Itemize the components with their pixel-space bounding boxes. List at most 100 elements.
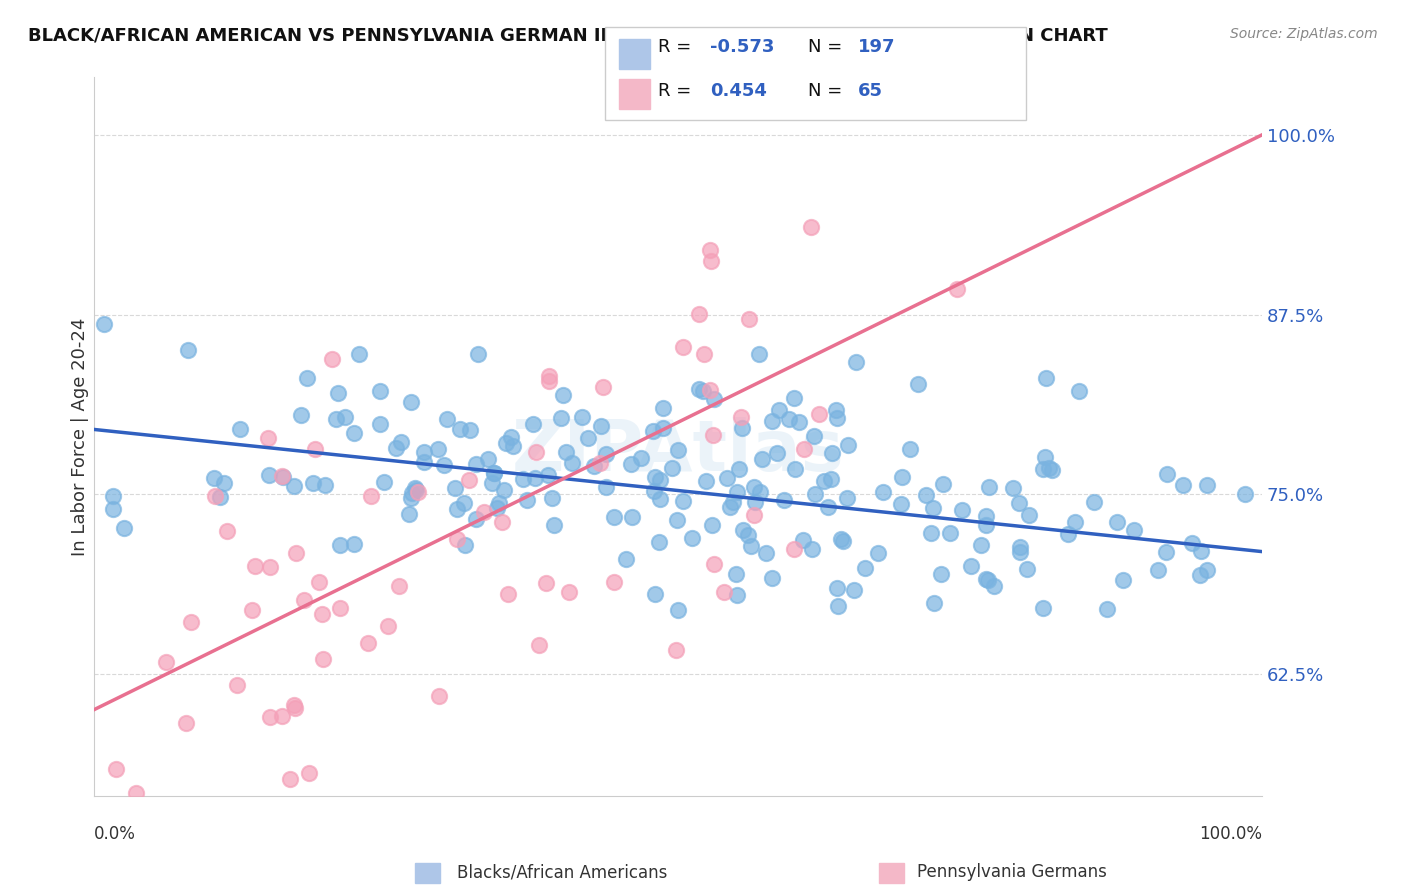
- Point: [703, 558, 725, 572]
- Point: [541, 491, 564, 506]
- Point: [970, 538, 993, 552]
- Point: [922, 596, 945, 610]
- Point: [661, 461, 683, 475]
- Point: [725, 567, 748, 582]
- Point: [648, 534, 671, 549]
- Point: [595, 447, 617, 461]
- Point: [643, 483, 665, 498]
- Point: [688, 307, 710, 321]
- Point: [792, 533, 814, 548]
- Point: [665, 642, 688, 657]
- Point: [401, 485, 423, 500]
- Point: [733, 523, 755, 537]
- Point: [1233, 487, 1256, 501]
- Point: [101, 501, 124, 516]
- Point: [718, 500, 741, 514]
- Point: [283, 479, 305, 493]
- Point: [1105, 515, 1128, 529]
- Point: [446, 532, 468, 546]
- Point: [842, 582, 865, 597]
- Point: [554, 445, 576, 459]
- Point: [271, 470, 294, 484]
- Point: [755, 545, 778, 559]
- Point: [616, 551, 638, 566]
- Point: [464, 512, 486, 526]
- Point: [783, 541, 806, 556]
- Point: [603, 575, 626, 590]
- Point: [920, 526, 942, 541]
- Point: [217, 524, 239, 538]
- Point: [368, 384, 391, 398]
- Point: [740, 539, 762, 553]
- Point: [761, 571, 783, 585]
- Point: [477, 451, 499, 466]
- Point: [1056, 526, 1078, 541]
- Point: [1032, 601, 1054, 615]
- Text: Source: ZipAtlas.com: Source: ZipAtlas.com: [1230, 27, 1378, 41]
- Point: [835, 491, 858, 505]
- Point: [550, 411, 572, 425]
- Point: [742, 480, 765, 494]
- Point: [558, 585, 581, 599]
- Point: [389, 435, 412, 450]
- Point: [104, 763, 127, 777]
- Point: [427, 689, 450, 703]
- Point: [1123, 523, 1146, 537]
- Point: [766, 446, 789, 460]
- Point: [1063, 515, 1085, 529]
- Point: [292, 592, 315, 607]
- Point: [482, 467, 505, 481]
- Point: [693, 347, 716, 361]
- Point: [240, 602, 263, 616]
- Point: [595, 480, 617, 494]
- Point: [725, 587, 748, 601]
- Point: [446, 502, 468, 516]
- Point: [93, 318, 115, 332]
- Text: N =: N =: [808, 82, 848, 100]
- Point: [454, 538, 477, 552]
- Point: [1008, 496, 1031, 510]
- Point: [761, 414, 783, 428]
- Point: [204, 489, 226, 503]
- Point: [405, 483, 427, 497]
- Point: [688, 383, 710, 397]
- Point: [1154, 545, 1177, 559]
- Point: [1171, 478, 1194, 492]
- Point: [820, 472, 842, 486]
- Point: [801, 541, 824, 556]
- Point: [271, 469, 294, 483]
- Point: [343, 537, 366, 551]
- Point: [209, 490, 232, 504]
- Point: [832, 533, 855, 548]
- Text: 0.0%: 0.0%: [94, 824, 136, 843]
- Point: [974, 509, 997, 524]
- Text: Blacks/African Americans: Blacks/African Americans: [457, 863, 668, 881]
- Point: [1038, 461, 1060, 475]
- Point: [311, 607, 333, 621]
- Point: [768, 403, 790, 417]
- Point: [486, 500, 509, 515]
- Point: [453, 496, 475, 510]
- Point: [312, 652, 335, 666]
- Point: [727, 485, 749, 500]
- Point: [959, 558, 981, 573]
- Point: [523, 470, 546, 484]
- Point: [825, 582, 848, 596]
- Point: [1008, 540, 1031, 554]
- Text: R =: R =: [658, 82, 697, 100]
- Point: [1010, 545, 1032, 559]
- Point: [499, 430, 522, 444]
- Point: [284, 546, 307, 560]
- Point: [1189, 568, 1212, 582]
- Point: [932, 477, 955, 491]
- Point: [576, 431, 599, 445]
- Point: [360, 489, 382, 503]
- Point: [398, 507, 420, 521]
- Point: [125, 786, 148, 800]
- Point: [830, 533, 852, 547]
- Point: [692, 384, 714, 399]
- Point: [1197, 563, 1219, 577]
- Point: [695, 474, 717, 488]
- Point: [271, 709, 294, 723]
- Point: [537, 374, 560, 388]
